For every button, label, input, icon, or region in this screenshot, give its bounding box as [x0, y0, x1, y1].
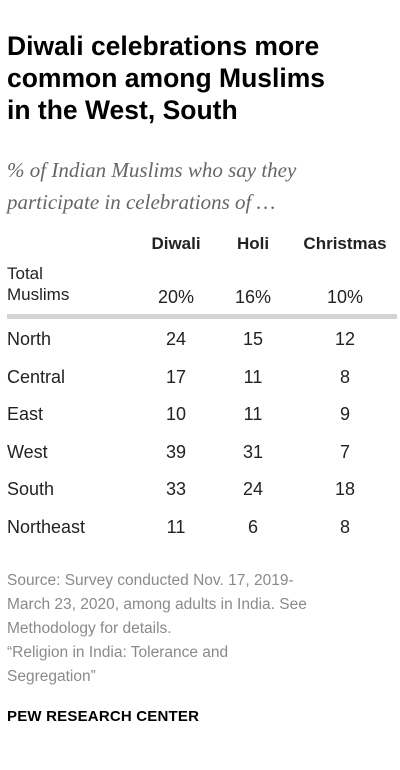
- chart-title: Diwali celebrations more common among Mu…: [7, 30, 397, 126]
- table-cell: 10: [165, 404, 187, 425]
- total-label-line: Muslims: [7, 285, 70, 304]
- total-muslims-label: Total Muslims: [7, 263, 69, 305]
- source-line: Segregation”: [7, 668, 96, 685]
- subtitle-line: % of Indian Muslims who say they: [7, 158, 297, 182]
- source-line: March 23, 2020, among adults in India. S…: [7, 596, 307, 613]
- table-cell: 11: [166, 517, 186, 537]
- table-cell: 39: [165, 441, 187, 462]
- pew-research-center-logo: PEW RESEARCH CENTER: [7, 708, 200, 725]
- row-label: West: [7, 441, 48, 462]
- table-cell: 8: [339, 366, 351, 387]
- table-cell: 6: [247, 517, 259, 537]
- row-label: North: [7, 329, 52, 349]
- table-cell: 31: [242, 441, 264, 462]
- table-cell: 17: [165, 366, 187, 387]
- table-cell: 12: [334, 329, 356, 349]
- row-label: Central: [7, 366, 66, 387]
- header-divider: [7, 314, 397, 319]
- column-header-christmas: Christmas: [303, 234, 387, 253]
- table-cell: 18: [334, 479, 356, 500]
- table-cell: 24: [242, 479, 264, 500]
- subtitle-line: participate in celebrations of …: [7, 190, 276, 214]
- table-cell: 15: [242, 329, 264, 349]
- source-line: Methodology for details.: [7, 620, 172, 637]
- table-cell: 8: [339, 517, 351, 537]
- column-header-holi: Holi: [236, 234, 270, 253]
- row-label: East: [7, 404, 44, 425]
- total-value-diwali: 20%: [157, 287, 195, 307]
- table-cell: 11: [243, 404, 263, 425]
- row-label: South: [7, 479, 55, 500]
- table-cell: 9: [339, 404, 351, 425]
- title-line: in the West, South: [7, 95, 238, 125]
- source-line: Source: Survey conducted Nov. 17, 2019-: [7, 572, 294, 589]
- source-line: “Religion in India: Tolerance and: [7, 644, 229, 661]
- total-value-christmas: 10%: [326, 287, 364, 307]
- source-note: Source: Survey conducted Nov. 17, 2019- …: [7, 569, 397, 689]
- row-label: Northeast: [7, 517, 86, 537]
- table-cell: 7: [339, 441, 351, 462]
- table-cell: 11: [243, 366, 263, 387]
- total-value-holi: 16%: [234, 287, 272, 307]
- column-header-diwali: Diwali: [151, 234, 201, 253]
- table-cell: 24: [165, 329, 187, 349]
- chart-subtitle: % of Indian Muslims who say they partici…: [7, 154, 397, 218]
- title-line: Diwali celebrations more: [7, 31, 320, 61]
- title-line: common among Muslims: [7, 63, 326, 93]
- total-label-line: Total: [7, 264, 43, 283]
- table-cell: 33: [165, 479, 187, 500]
